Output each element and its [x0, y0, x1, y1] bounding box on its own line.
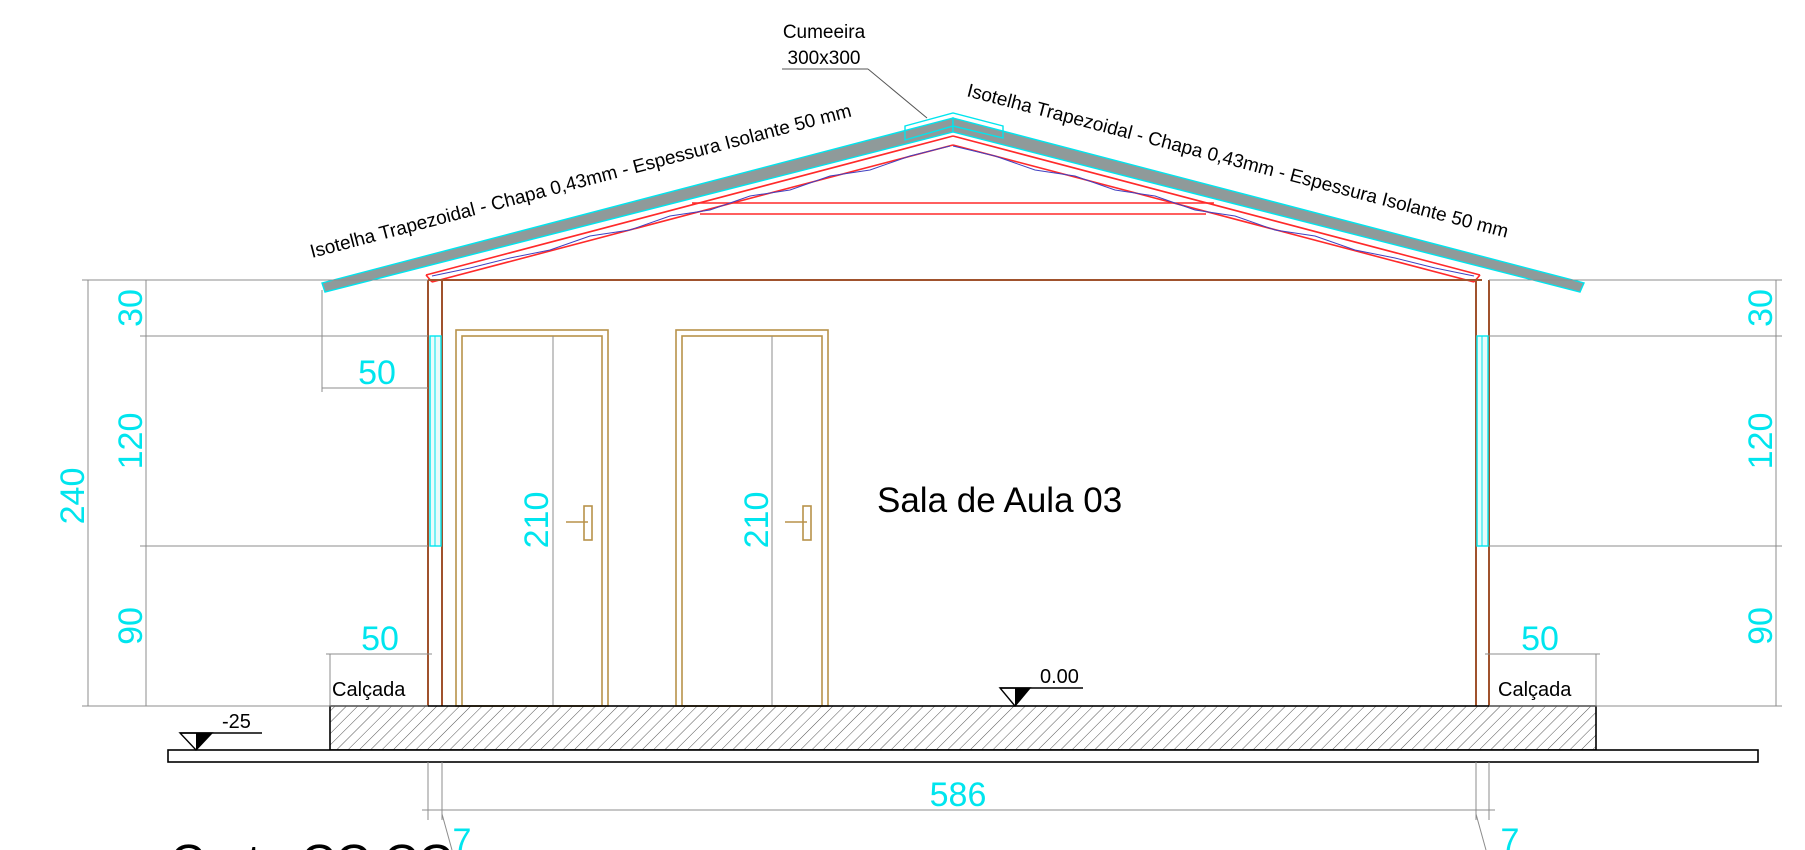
dim-wall-left: 7: [453, 822, 472, 850]
ridge-label: Cumeeira: [783, 22, 866, 43]
ground-level-label: -25: [222, 711, 251, 733]
sidewalk-label-left: Calçada: [332, 679, 406, 701]
roof-panel-right: [952, 117, 1585, 293]
ridge-leader-diag: [867, 68, 928, 119]
ridge-cap: [904, 112, 1004, 141]
door-handle-icon: [583, 505, 593, 541]
roof-spec-left: Isotelha Trapezoidal - Chapa 0,43mm - Es…: [308, 101, 854, 263]
ground-level-marker: [178, 732, 262, 752]
dim-left-window-120: 120: [112, 413, 150, 470]
room-name: Sala de Aula 03: [877, 481, 1122, 520]
sidewalk-label-right: Calçada: [1498, 679, 1572, 701]
dim-left-sill-90: 90: [112, 607, 150, 645]
walls: [427, 279, 1490, 706]
section-title: Corte CC CC: [170, 836, 453, 850]
ground-line: [167, 749, 1759, 763]
floor-level-marker: [998, 687, 1083, 708]
floor-slab: [329, 705, 1597, 751]
ridge-size-label: 300x300: [788, 48, 861, 69]
dim-door1-height: 210: [518, 492, 556, 549]
dim-sidewalk-left: 50: [361, 620, 399, 658]
dim-span: 586: [930, 776, 987, 814]
dim-door2-height: 210: [738, 492, 776, 549]
dim-right-top-30: 30: [1742, 289, 1780, 327]
dim-sidewalk-right: 50: [1521, 620, 1559, 658]
dimensions-left: [82, 279, 432, 707]
dim-total-height: 240: [54, 468, 92, 525]
dim-wall-right: 7: [1501, 822, 1520, 850]
roof-truss: [425, 135, 1481, 283]
dim-right-sill-90: 90: [1742, 607, 1780, 645]
dim-right-window-120: 120: [1742, 413, 1780, 470]
roof-panel-left: [321, 117, 954, 293]
roof: [321, 68, 1585, 293]
roof-spec-right: Isotelha Trapezoidal - Chapa 0,43mm - Es…: [965, 81, 1511, 243]
door-handle-icon: [802, 505, 812, 541]
floor-level-label: 0.00: [1040, 666, 1079, 688]
dimensions-right: [1485, 279, 1782, 707]
dimensions-bottom: [422, 762, 1495, 850]
dim-left-top-30: 30: [112, 289, 150, 327]
dim-eave-overhang: 50: [358, 354, 396, 392]
